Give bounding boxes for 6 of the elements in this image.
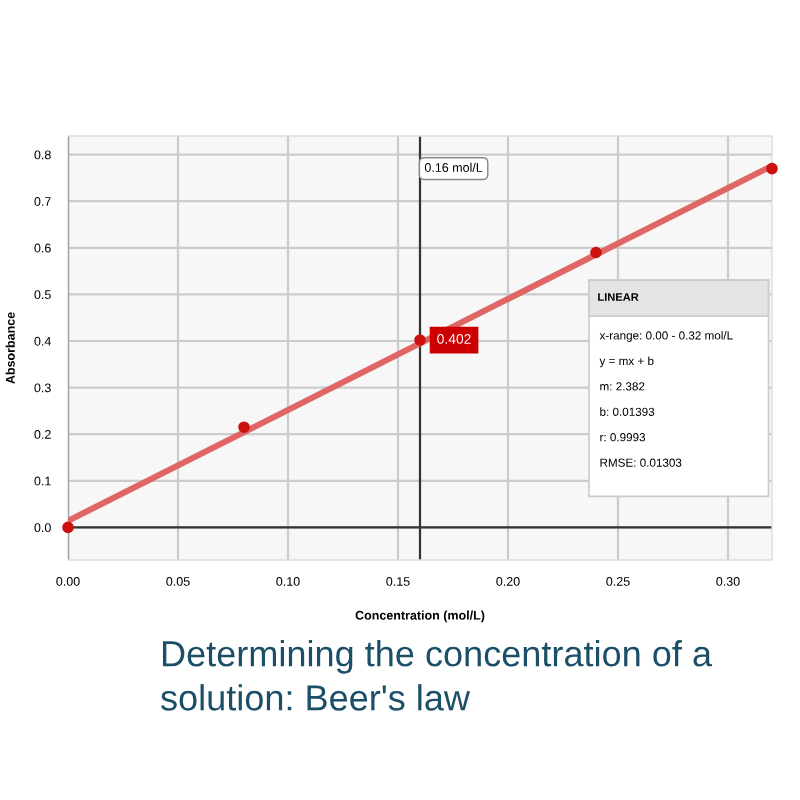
- point: [766, 162, 778, 175]
- point: [414, 334, 426, 346]
- text: Determining the concentration of a solution: Beer's law: [161, 640, 713, 711]
- point: [238, 421, 250, 433]
- point: [62, 521, 74, 534]
- point: [590, 246, 602, 259]
